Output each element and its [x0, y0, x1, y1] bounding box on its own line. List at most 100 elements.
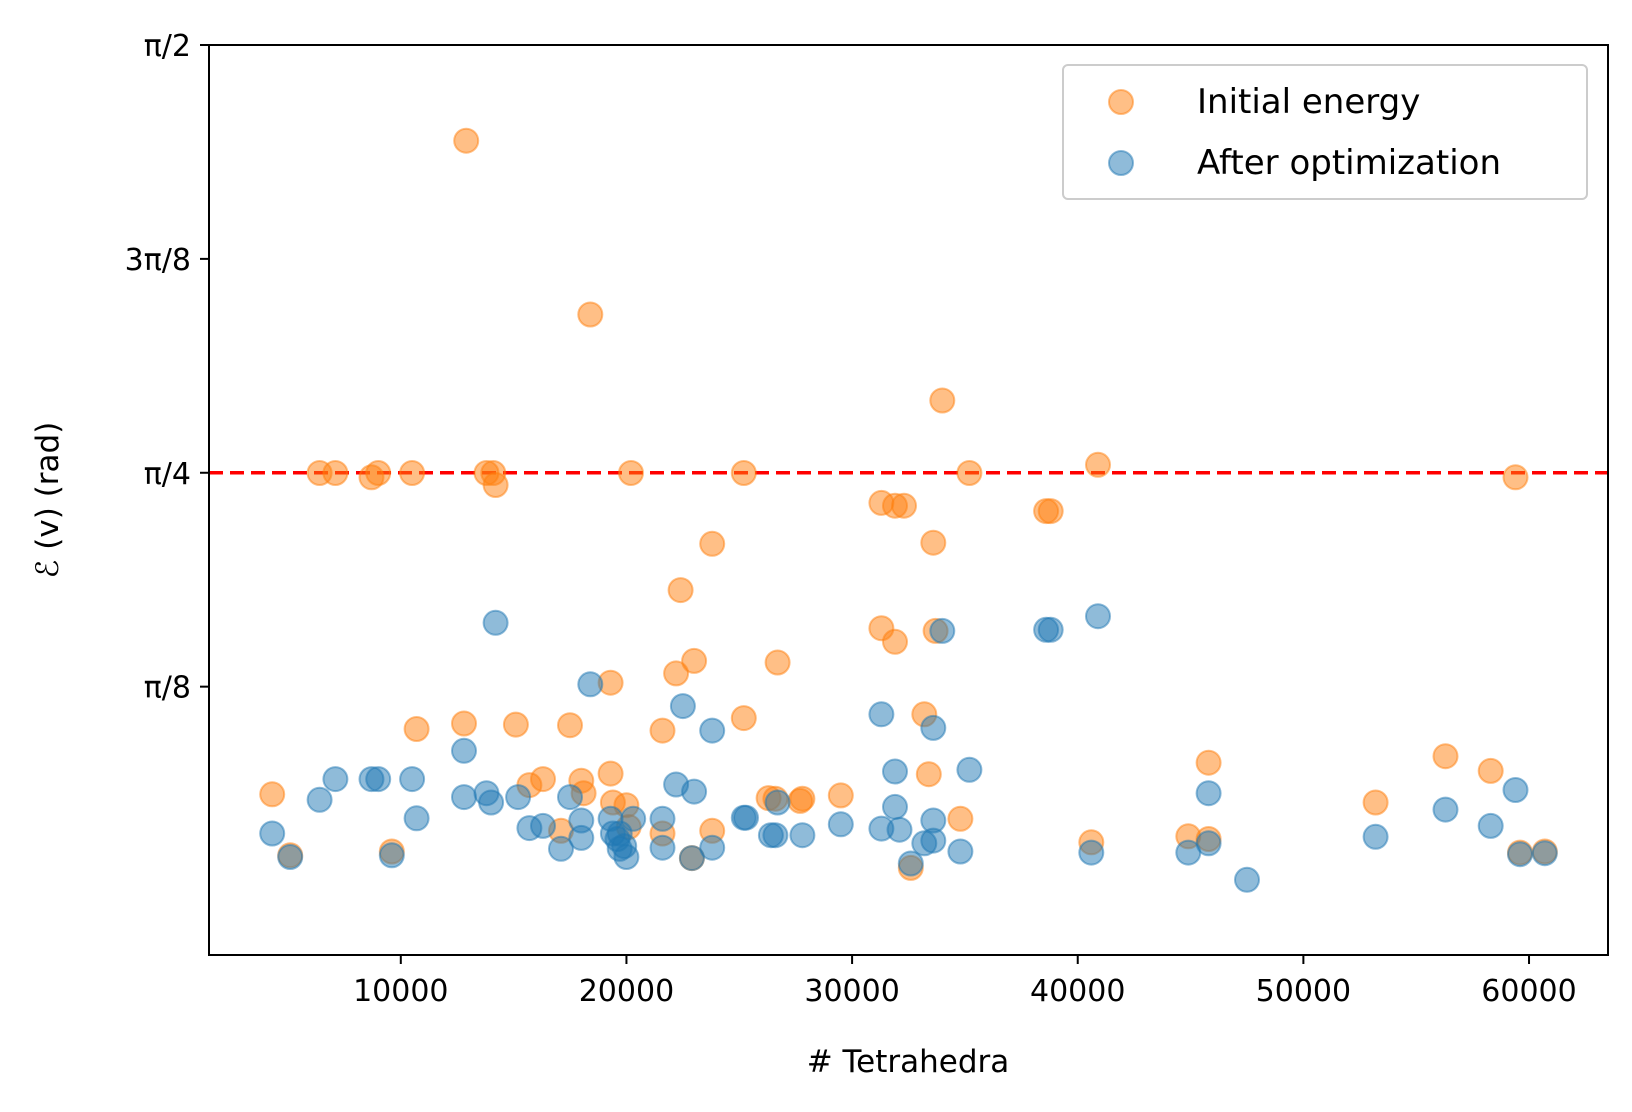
- scatter-point: [1195, 749, 1222, 776]
- scatter-point: [699, 834, 726, 861]
- scatter-point: [678, 845, 705, 872]
- y-axis: π/8 π/4 3π/8 π/2: [125, 29, 209, 706]
- scatter-point: [451, 784, 477, 811]
- scatter-point: [1085, 603, 1111, 630]
- scatter-point: [403, 716, 430, 742]
- legend-marker-after-optimization: [1108, 150, 1134, 176]
- scatter-point: [897, 850, 924, 877]
- scatter-point: [1037, 616, 1064, 643]
- legend-label-initial-energy: Initial energy: [1197, 82, 1420, 122]
- scatter-point: [882, 793, 908, 820]
- scatter-point: [929, 617, 956, 644]
- scatter-point: [618, 460, 644, 486]
- scatter-point: [1502, 777, 1529, 803]
- x-axis-label: # Tetrahedra: [807, 1044, 1010, 1080]
- scatter-point: [681, 778, 708, 805]
- scatter-point: [557, 784, 583, 811]
- scatter-point: [649, 717, 676, 744]
- scatter-point: [669, 693, 696, 720]
- scatter-point: [378, 842, 405, 869]
- scatter-point: [399, 460, 426, 486]
- scatter-point: [322, 460, 349, 486]
- scatter-point: [505, 784, 532, 811]
- scatter-point: [649, 834, 676, 861]
- scatter-point: [1477, 757, 1504, 784]
- scatter-point: [451, 737, 477, 764]
- scatter-point: [1507, 841, 1533, 868]
- scatter-point: [764, 649, 791, 676]
- scatter-point: [730, 460, 757, 486]
- scatter-point: [699, 530, 726, 557]
- scatter-point: [827, 811, 854, 838]
- x-tick-label: 10000: [353, 974, 448, 1009]
- y-axis-label: ℰ (v) (rad): [30, 422, 66, 579]
- scatter-point: [663, 660, 690, 687]
- scatter-point: [478, 789, 505, 816]
- scatter-point: [929, 387, 956, 414]
- scatter-point: [568, 824, 595, 851]
- scatter-point: [915, 761, 942, 788]
- scatter-point: [516, 815, 543, 842]
- scatter-point: [1362, 789, 1389, 816]
- scatter-point: [789, 822, 816, 849]
- scatter-point: [920, 714, 947, 741]
- legend-label-after-optimization: After optimization: [1197, 143, 1501, 183]
- scatter-point: [1195, 780, 1222, 807]
- scatter-point: [365, 766, 392, 793]
- x-tick-label: 30000: [804, 974, 899, 1009]
- scatter-point: [1078, 839, 1105, 866]
- scatter-point: [259, 781, 286, 808]
- scatter-point: [577, 671, 604, 698]
- scatter-point: [956, 756, 983, 783]
- legend-marker-initial-energy: [1108, 89, 1134, 115]
- scatter-point: [868, 701, 895, 728]
- y-tick-label: 3π/8: [125, 243, 191, 278]
- scatter-point: [882, 628, 908, 655]
- scatter-point: [764, 789, 791, 816]
- scatter-point: [482, 472, 509, 498]
- scatter-point: [886, 816, 913, 843]
- scatter-point: [1362, 823, 1389, 850]
- scatter-point: [1037, 498, 1064, 525]
- scatter-point: [613, 844, 640, 870]
- scatter-point: [1175, 839, 1202, 866]
- scatter-point: [649, 805, 676, 832]
- scatter-point: [827, 782, 854, 809]
- scatter-point: [259, 820, 286, 847]
- scatter-point: [557, 712, 583, 739]
- x-axis: 10000 20000 30000 40000 50000 60000: [353, 955, 1577, 1009]
- scatter-point: [667, 577, 694, 604]
- scatter-point: [947, 805, 974, 832]
- scatter-point: [911, 830, 938, 857]
- scatter-point: [502, 711, 529, 738]
- scatter-point: [1432, 743, 1459, 770]
- scatter-point: [787, 787, 814, 814]
- scatter-point: [399, 766, 426, 793]
- scatter-point: [548, 835, 574, 862]
- scatter-point: [882, 758, 908, 785]
- scatter-point: [1502, 464, 1529, 491]
- scatter-point: [762, 822, 789, 849]
- scatter-point: [365, 460, 392, 486]
- scatter-point: [451, 710, 477, 737]
- scatter-point: [699, 717, 726, 744]
- y-tick-label: π/8: [144, 671, 191, 706]
- scatter-point: [947, 838, 974, 865]
- legend: Initial energy After optimization: [1062, 64, 1588, 200]
- scatter-point: [597, 760, 624, 787]
- scatter-point: [681, 647, 708, 674]
- scatter-point: [306, 786, 333, 813]
- x-tick-label: 40000: [1030, 974, 1125, 1009]
- plot-frame: [208, 44, 1609, 956]
- scatter-point: [453, 127, 480, 154]
- scatter-point: [920, 529, 947, 556]
- scatter-point: [1085, 451, 1111, 478]
- y-tick-label: π/2: [144, 29, 191, 64]
- scatter-point: [733, 804, 759, 831]
- scatter-point: [277, 844, 304, 870]
- scatter-point: [1477, 812, 1504, 839]
- scatter-point: [322, 766, 349, 793]
- scatter-point: [730, 705, 757, 732]
